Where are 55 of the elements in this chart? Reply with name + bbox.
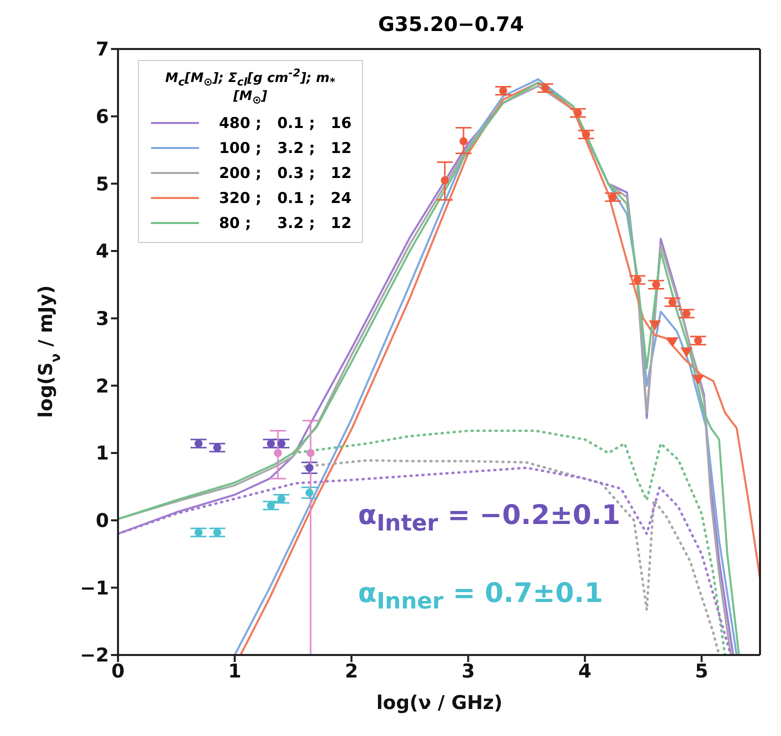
point xyxy=(633,276,642,284)
point xyxy=(306,449,315,457)
point xyxy=(608,193,617,202)
point xyxy=(668,298,676,306)
point xyxy=(194,528,203,536)
legend-label: 320 ; 0.1 ; 24 xyxy=(219,189,352,208)
point xyxy=(460,137,468,146)
text: M$_{c}$[M$_{⊙}$]; Σ$_{cl}$[g cm$^{-2}$]; m$_{*}$[M$_{⊙}$] xyxy=(165,67,336,107)
y-tick-label: 4 xyxy=(96,240,109,263)
y-tick-label: 6 xyxy=(96,106,109,128)
x-axis-title: log(ν / GHz) xyxy=(376,692,503,714)
point xyxy=(582,130,590,139)
y-tick-label: 3 xyxy=(96,308,109,330)
legend-label: 200 ; 0.3 ; 12 xyxy=(219,164,352,182)
point xyxy=(274,449,282,457)
point xyxy=(277,494,286,503)
point xyxy=(666,337,678,348)
point xyxy=(213,528,222,536)
x-tick-label: 1 xyxy=(228,660,242,682)
point xyxy=(266,502,275,510)
point xyxy=(213,444,222,452)
point xyxy=(541,84,550,92)
point xyxy=(194,440,203,448)
x-tick-label: 3 xyxy=(462,660,475,682)
point xyxy=(499,86,508,95)
x-tick-label: 4 xyxy=(578,660,592,682)
legend-label: 80 ; 3.2 ; 12 xyxy=(219,214,352,232)
point xyxy=(680,347,692,358)
y-tick-label: 2 xyxy=(96,375,109,398)
y-tick-label: −1 xyxy=(80,577,109,600)
line-series xyxy=(304,459,720,655)
point xyxy=(277,440,286,448)
point xyxy=(574,108,582,117)
x-tick-label: 0 xyxy=(111,660,125,682)
y-tick-label: −2 xyxy=(80,644,109,667)
legend-label: 480 ; 0.1 ; 16 xyxy=(219,114,352,132)
chart-title: G35.20−0.74 xyxy=(377,12,525,36)
point xyxy=(694,336,702,345)
y-tick-label: 7 xyxy=(96,38,109,61)
point xyxy=(648,320,661,330)
y-tick-label: 5 xyxy=(96,173,109,196)
point xyxy=(692,374,704,385)
legend-label: 100 ; 3.2 ; 12 xyxy=(219,139,352,158)
y-tick-label: 1 xyxy=(96,442,109,465)
point xyxy=(305,464,314,472)
point xyxy=(266,440,275,448)
point xyxy=(682,310,690,318)
point xyxy=(440,176,449,184)
x-tick-label: 5 xyxy=(695,660,708,682)
y-tick-label: 0 xyxy=(96,510,109,532)
point xyxy=(305,488,314,497)
x-tick-label: 2 xyxy=(344,660,358,682)
annotation: α$_{Inter}$ = −0.2±0.1 xyxy=(358,500,620,536)
point xyxy=(652,280,660,289)
annotation: α$_{Inner}$ = 0.7±0.1 xyxy=(358,578,604,614)
